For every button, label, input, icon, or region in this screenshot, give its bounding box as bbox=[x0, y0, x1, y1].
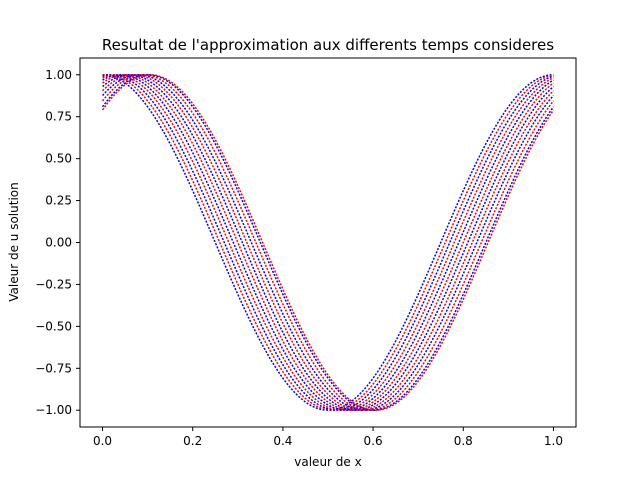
series-line-0 bbox=[102, 74, 554, 411]
x-tick-label: 0.2 bbox=[183, 434, 202, 448]
y-tick-label: −0.25 bbox=[35, 277, 72, 291]
series-line-6 bbox=[102, 74, 554, 411]
series-line-5 bbox=[102, 74, 554, 411]
x-tick-label: 0.0 bbox=[93, 434, 112, 448]
y-tick-label: 1.00 bbox=[45, 68, 72, 82]
series-line-11 bbox=[101, 74, 555, 411]
series-line-4 bbox=[102, 74, 554, 411]
chart-title: Resultat de l'approximation aux differen… bbox=[102, 36, 554, 54]
series-line-7 bbox=[102, 74, 554, 411]
y-tick-label: 0.00 bbox=[45, 236, 72, 250]
y-axis: 1.00 0.75 0.50 0.25 0.00 −0.25 −0.50 −0.75 −1.00 bbox=[35, 68, 80, 417]
y-tick-label: 0.25 bbox=[45, 194, 72, 208]
series-line-8 bbox=[101, 74, 555, 411]
series-line-10 bbox=[101, 74, 555, 411]
y-tick-label: 0.50 bbox=[45, 152, 72, 166]
x-tick-label: 0.8 bbox=[454, 434, 473, 448]
series-line-1 bbox=[102, 74, 554, 411]
y-tick-label: −1.00 bbox=[35, 403, 72, 417]
y-axis-label: Valeur de u solution bbox=[7, 182, 21, 301]
y-tick-label: 0.75 bbox=[45, 110, 72, 124]
x-tick-label: 0.6 bbox=[364, 434, 383, 448]
plot-lines bbox=[101, 74, 555, 411]
x-tick-label: 0.4 bbox=[273, 434, 292, 448]
series-line-9 bbox=[101, 74, 555, 411]
y-tick-label: −0.50 bbox=[35, 319, 72, 333]
x-tick-label: 1.0 bbox=[544, 434, 563, 448]
series-line-3 bbox=[102, 74, 554, 411]
y-tick-label: −0.75 bbox=[35, 361, 72, 375]
x-axis: 0.0 0.2 0.4 0.6 0.8 1.0 bbox=[93, 427, 563, 448]
x-axis-label: valeur de x bbox=[294, 455, 361, 469]
series-line-2 bbox=[102, 74, 554, 411]
plot-frame bbox=[79, 57, 577, 428]
